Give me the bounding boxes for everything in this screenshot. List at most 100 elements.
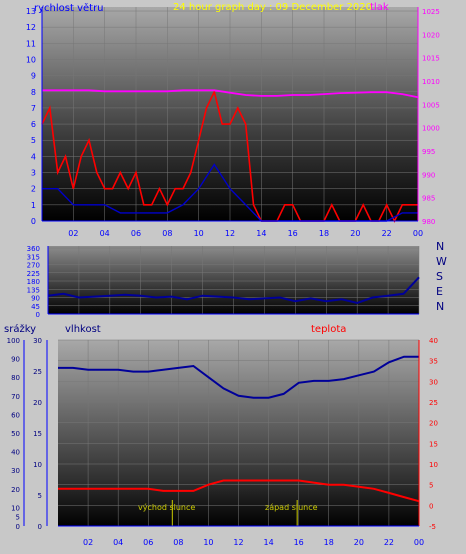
wind-y-tick: 3 (31, 169, 36, 178)
wind-y-tick: 6 (31, 120, 36, 129)
wind-y-tick: 11 (26, 39, 36, 48)
pressure-y-tick: 985 (422, 195, 435, 203)
temperature-y-tick: 10 (429, 461, 438, 469)
humidity-y-tick: 25 (33, 368, 42, 376)
humidity-y-tick: 10 (33, 461, 42, 469)
humidity-x-tick: 18 (324, 538, 334, 547)
wind-y-tick: 4 (31, 152, 36, 161)
compass-label: N (436, 240, 444, 253)
direction-y-tick: 180 (27, 278, 40, 286)
rain-y-tick: 70 (11, 393, 20, 401)
wind-x-tick: 10 (194, 229, 204, 238)
wind-x-tick: 14 (256, 229, 266, 238)
temperature-y-tick: 15 (429, 440, 438, 448)
humidity-x-tick: 22 (384, 538, 394, 547)
rain-y-tick: 40 (11, 449, 20, 457)
direction-y-tick: 45 (31, 303, 40, 311)
pressure-y-tick: 980 (422, 218, 435, 226)
humidity-x-tick: 00 (414, 538, 424, 547)
pressure-y-tick: 990 (422, 171, 435, 179)
humidity-x-tick: 02 (83, 538, 93, 547)
wind-y-tick: 0 (31, 217, 36, 226)
wind-y-tick: 12 (26, 23, 36, 32)
pressure-y-tick: 995 (422, 148, 435, 156)
rain-y-tick: 0 (16, 523, 20, 531)
wind-y-tick: 8 (31, 88, 36, 97)
humidity-x-tick: 16 (294, 538, 304, 547)
humidity-x-tick: 06 (143, 538, 153, 547)
rain-y-tick: 30 (11, 467, 20, 475)
chart-title: 24 hour graph day : 09 December 2020 (173, 2, 372, 13)
pressure-y-tick: 1020 (422, 31, 440, 39)
compass-label: N (436, 300, 444, 313)
wind-y-tick: 7 (31, 104, 36, 113)
temperature-y-tick: 30 (429, 378, 438, 386)
wind-y-tick: 2 (31, 185, 36, 194)
rain-y-tick: 20 (11, 486, 20, 494)
pressure-y-tick: 1015 (422, 55, 440, 63)
pressure-y-tick: 1010 (422, 78, 440, 86)
humidity-x-tick: 04 (113, 538, 123, 547)
wind-x-tick: 06 (131, 229, 141, 238)
humidity-y-tick: 30 (33, 337, 42, 345)
humidity-x-tick: 12 (233, 538, 243, 547)
pressure-y-tick: 1000 (422, 125, 440, 133)
temperature-y-tick: 5 (429, 482, 433, 490)
wind-x-tick: 08 (162, 229, 172, 238)
humidity-x-tick: 20 (354, 538, 364, 547)
rain-y-tick: 10 (11, 504, 20, 512)
pressure-axis-title: tlak (370, 2, 389, 13)
wind-axes: 0123456789101112139809859909951000100510… (26, 7, 440, 238)
humidity-y-tick: 0 (38, 523, 42, 531)
rain-axis-title: srážky (4, 323, 36, 335)
wind-y-tick: 5 (31, 136, 36, 145)
direction-line (47, 276, 420, 305)
rain-y-tick: 50 (11, 430, 20, 438)
rain-y-tick: 5 (16, 514, 20, 522)
sunset-label: západ slunce (265, 503, 318, 512)
humidity-x-tick: 14 (263, 538, 273, 547)
wind-x-tick: 22 (382, 229, 392, 238)
humidity-x-tick: 10 (203, 538, 213, 547)
pressure-y-tick: 1005 (422, 101, 440, 109)
direction-y-tick: 90 (31, 295, 40, 303)
rain-y-tick: 60 (11, 411, 20, 419)
direction-y-tick: 135 (27, 286, 40, 294)
wind-x-tick: 16 (288, 229, 298, 238)
temperature-axis-title: teplota (311, 324, 346, 335)
temperature-y-tick: 25 (429, 399, 438, 407)
wind-x-tick: 04 (100, 229, 110, 238)
compass-label: E (436, 285, 443, 298)
direction-series (47, 276, 420, 305)
direction-y-tick: 315 (27, 253, 40, 261)
compass-label: W (436, 255, 447, 268)
temperature-y-tick: 0 (429, 502, 433, 510)
wind-axis-title: rychlost větru (34, 2, 104, 14)
rain-y-tick: 80 (11, 374, 20, 382)
wind-x-tick: 00 (413, 229, 423, 238)
wind-y-tick: 13 (26, 7, 36, 16)
wind-y-tick: 10 (26, 55, 36, 64)
humidity-temp-series (58, 355, 420, 526)
wind-x-tick: 12 (225, 229, 235, 238)
direction-y-tick: 0 (36, 311, 40, 319)
direction-y-tick: 225 (27, 270, 40, 278)
wind-x-tick: 18 (319, 229, 329, 238)
temperature-y-tick: -5 (429, 523, 436, 531)
direction-grid (48, 246, 420, 315)
rain-y-tick: 100 (7, 337, 20, 345)
humidity-axis-title: vlhkost (65, 324, 101, 335)
pressure-y-tick: 1025 (422, 8, 440, 16)
wind-y-tick: 9 (31, 72, 36, 81)
direction-y-tick: 270 (27, 262, 40, 270)
humidity-y-tick: 15 (33, 430, 42, 438)
direction-y-tick: 360 (27, 245, 40, 253)
wind-y-tick: 1 (31, 201, 36, 210)
humidity-y-tick: 20 (33, 399, 42, 407)
wind-x-tick: 02 (68, 229, 78, 238)
humidity-y-tick: 5 (38, 492, 42, 500)
temperature-y-tick: 40 (429, 337, 438, 345)
rain-y-tick: 90 (11, 356, 20, 364)
